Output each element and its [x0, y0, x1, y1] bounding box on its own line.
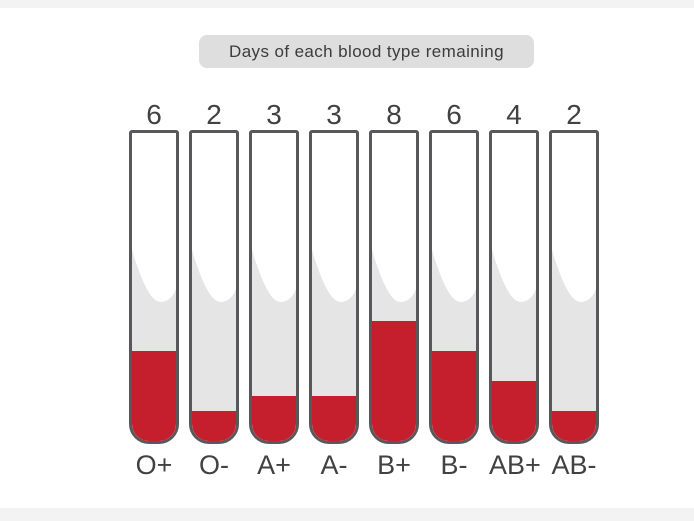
top-page-strip	[0, 0, 694, 8]
days-remaining-value: 2	[566, 99, 582, 130]
blood-type-label: B-	[440, 450, 468, 480]
blood-fill	[372, 321, 416, 441]
blood-type-label: AB+	[489, 450, 541, 480]
tube-column: 4 AB+	[489, 99, 541, 480]
blood-type-tube-chart: 6 O+ 2 O- 3	[129, 100, 599, 480]
days-remaining-value: 6	[146, 99, 162, 130]
blood-fill	[132, 351, 176, 441]
days-remaining-value: 3	[266, 99, 282, 130]
meniscus-curve-icon	[132, 250, 176, 302]
test-tube	[249, 130, 299, 444]
blood-fill	[192, 411, 236, 441]
chart-title: Days of each blood type remaining	[199, 35, 534, 68]
blood-type-label: A+	[257, 450, 291, 480]
blood-type-label: A-	[320, 450, 348, 480]
meniscus-curve-icon	[252, 250, 296, 302]
tube-column: 3 A-	[309, 100, 359, 480]
blood-fill	[312, 396, 356, 441]
tube-column: 3 A+	[249, 100, 299, 480]
blood-fill	[552, 411, 596, 441]
test-tube	[189, 130, 239, 444]
days-remaining-value: 4	[506, 99, 522, 130]
days-remaining-value: 6	[446, 99, 462, 130]
tube-empty-space	[192, 250, 236, 441]
days-remaining-value: 3	[326, 99, 342, 130]
tube-column: 2 O-	[189, 100, 239, 480]
meniscus-curve-icon	[372, 250, 416, 302]
days-remaining-value: 8	[386, 99, 402, 130]
tube-column: 8 B+	[369, 100, 419, 480]
blood-type-label: O-	[199, 450, 229, 480]
blood-fill	[252, 396, 296, 441]
meniscus-curve-icon	[312, 250, 356, 302]
blood-type-label: AB-	[551, 450, 597, 480]
blood-type-label: O+	[135, 450, 173, 480]
tube-column: 6 B-	[429, 100, 479, 480]
tube-empty-space	[552, 250, 596, 441]
meniscus-curve-icon	[552, 250, 596, 302]
blood-fill	[432, 351, 476, 441]
test-tube	[369, 130, 419, 444]
days-remaining-value: 2	[206, 99, 222, 130]
test-tube	[549, 130, 599, 444]
meniscus-curve-icon	[192, 250, 236, 302]
blood-fill	[492, 381, 536, 441]
tube-column: 6 O+	[129, 100, 179, 480]
test-tube	[429, 130, 479, 444]
test-tube	[129, 130, 179, 444]
meniscus-curve-icon	[432, 250, 476, 302]
blood-type-label: B+	[377, 450, 411, 480]
test-tube	[489, 130, 539, 444]
meniscus-curve-icon	[492, 250, 536, 302]
tube-column: 2 AB-	[549, 100, 599, 480]
test-tube	[309, 130, 359, 444]
bottom-page-strip	[0, 508, 694, 521]
